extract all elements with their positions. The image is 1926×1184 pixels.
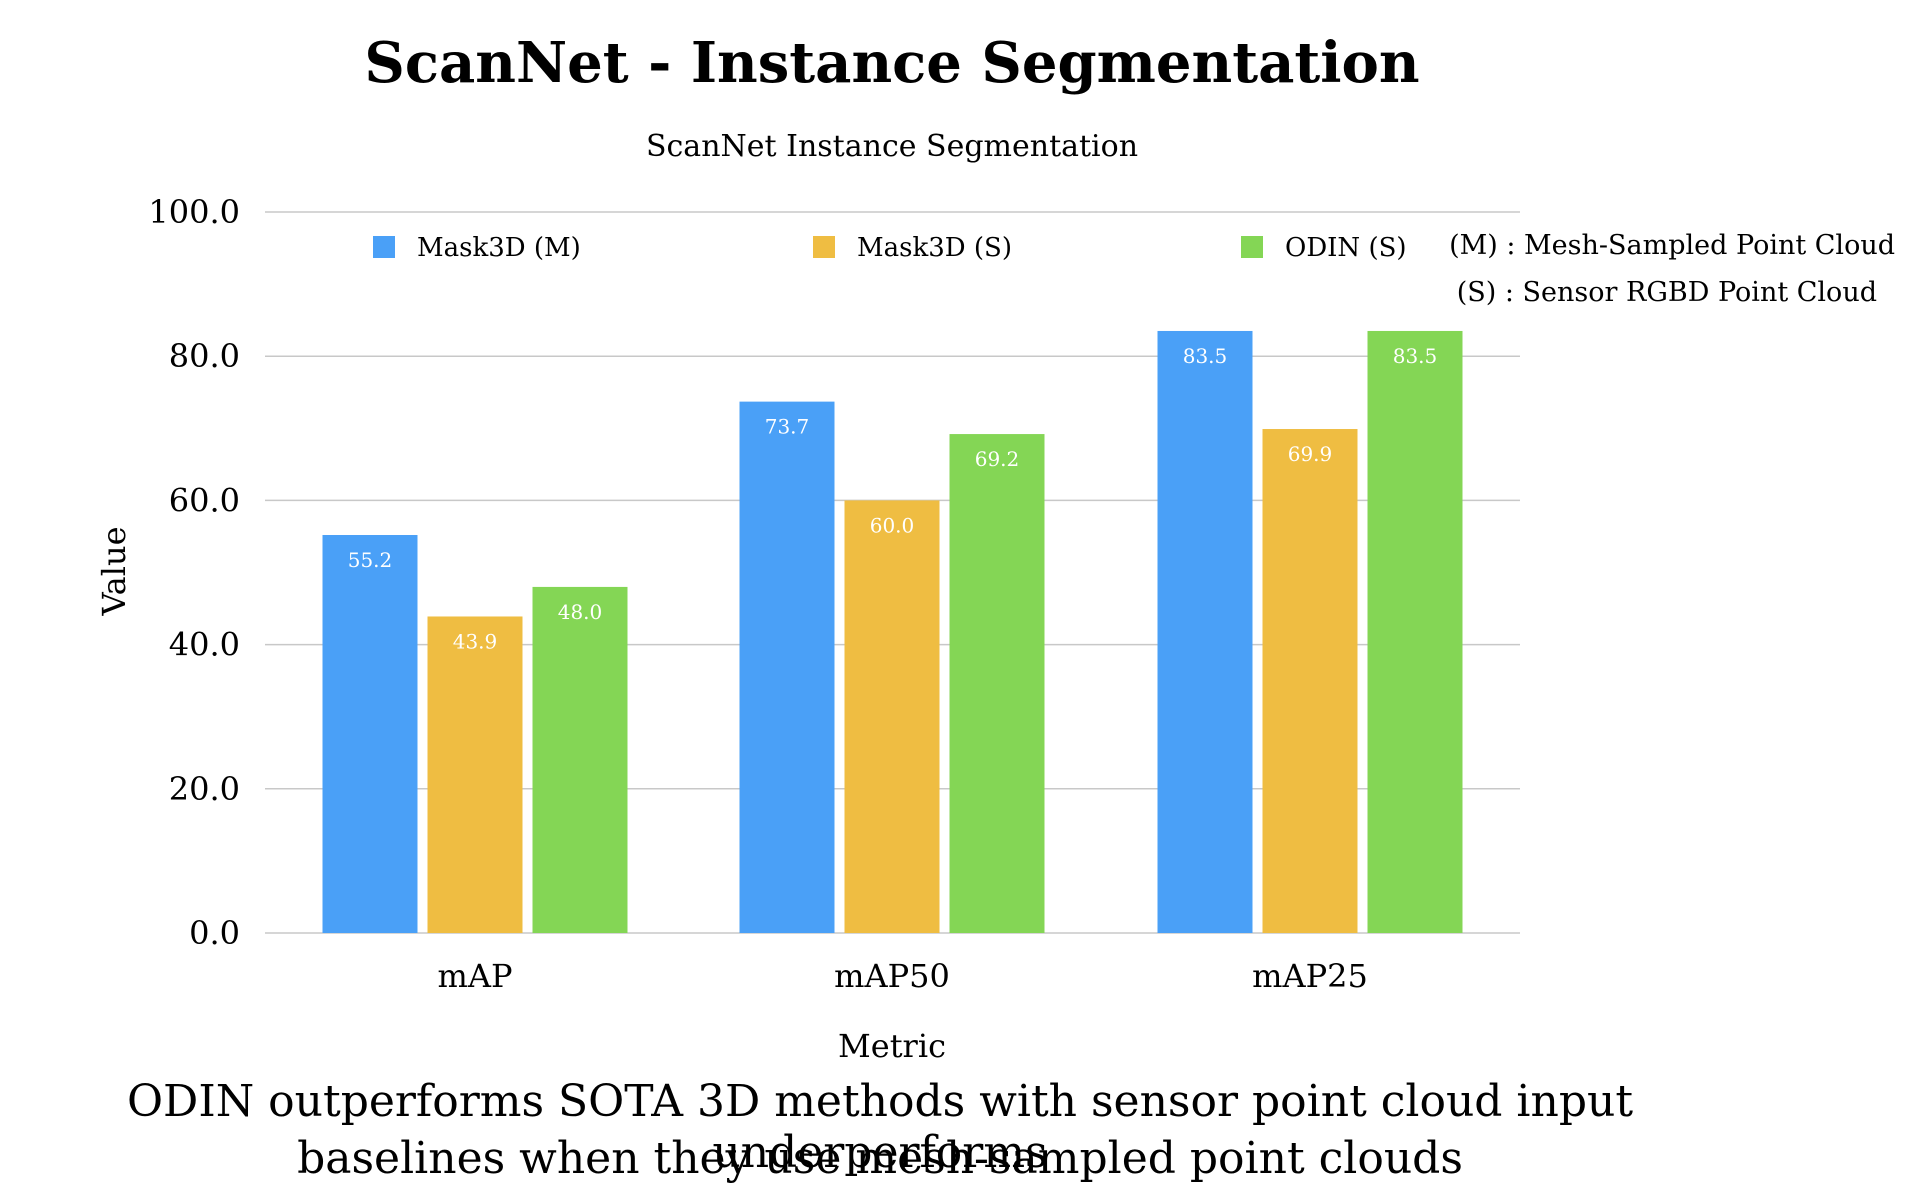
bar-value-label: 55.2	[348, 548, 393, 572]
caption-line-2: baselines when they use mesh-sampled poi…	[297, 1133, 1463, 1184]
legend-swatch	[813, 236, 835, 258]
bar-value-label: 43.9	[453, 629, 498, 653]
bar	[427, 616, 523, 933]
bar-value-label: 48.0	[558, 600, 603, 624]
legend-label: ODIN (S)	[1285, 233, 1407, 263]
bar	[532, 586, 628, 933]
x-tick-labels: mAP mAP50 mAP25	[438, 957, 1368, 995]
chart-title: ScanNet - Instance Segmentation	[364, 30, 1419, 96]
bar-value-label: 69.9	[1288, 442, 1333, 466]
bar-value-label: 83.5	[1183, 344, 1228, 368]
y-tick-label: 60.0	[169, 481, 240, 519]
y-tick-label: 0.0	[189, 914, 240, 952]
legend-swatch	[373, 236, 395, 258]
bar-value-label: 69.2	[975, 447, 1020, 471]
legend-swatch	[1241, 236, 1263, 258]
y-tick-label: 40.0	[169, 626, 240, 664]
caption-line-1: ODIN outperforms SOTA 3D methods with se…	[126, 1076, 1634, 1178]
x-axis-label: Metric	[838, 1027, 946, 1065]
bar-value-label: 60.0	[870, 513, 915, 537]
annotation-mesh: (M) : Mesh-Sampled Point Cloud	[1449, 230, 1895, 261]
y-tick-label: 100.0	[148, 193, 240, 231]
legend-label: Mask3D (M)	[417, 233, 581, 263]
bar-value-label: 73.7	[765, 415, 810, 439]
y-tick-labels: 0.0 20.0 40.0 60.0 80.0 100.0	[148, 193, 240, 952]
bar	[322, 535, 418, 933]
bar	[844, 500, 940, 933]
legend-label: Mask3D (S)	[857, 233, 1012, 263]
legend: Mask3D (M) Mask3D (S) ODIN (S)	[373, 233, 1407, 263]
chart-subtitle: ScanNet Instance Segmentation	[646, 129, 1138, 164]
x-tick-label: mAP	[438, 957, 513, 995]
bars: 55.2 43.9 48.0 73.7 60.0 69.2 83.5 69.9 83.5	[322, 330, 1463, 934]
bar	[949, 434, 1045, 933]
y-axis-label: Value	[95, 526, 133, 616]
y-tick-label: 80.0	[169, 337, 240, 375]
bar	[1367, 330, 1463, 934]
bar	[739, 401, 835, 933]
x-tick-label: mAP50	[834, 957, 950, 995]
bar	[1262, 429, 1358, 933]
bar-chart: ScanNet - Instance Segmentation ScanNet …	[95, 30, 1895, 1065]
bar-value-label: 83.5	[1393, 344, 1438, 368]
annotation-sensor: (S) : Sensor RGBD Point Cloud	[1457, 277, 1877, 308]
x-tick-label: mAP25	[1252, 957, 1368, 995]
y-tick-label: 20.0	[169, 770, 240, 808]
bar	[1157, 330, 1253, 934]
